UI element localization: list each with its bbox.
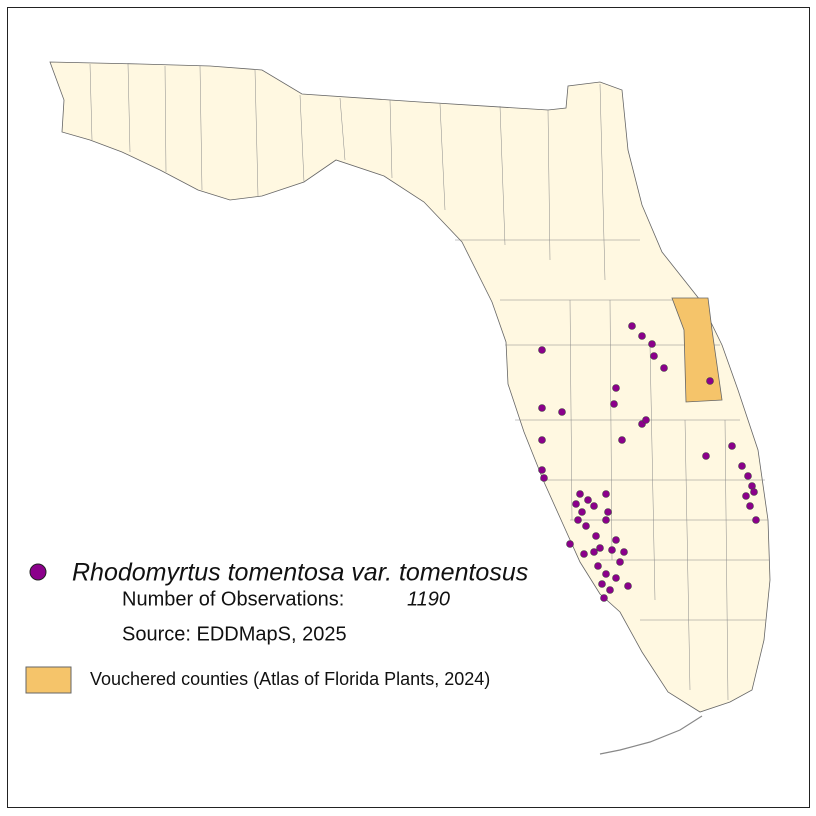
observation-point <box>576 490 584 498</box>
observation-point <box>602 490 610 498</box>
observation-point <box>572 500 580 508</box>
observation-point <box>742 492 750 500</box>
observation-points <box>538 322 760 602</box>
observation-point <box>620 548 628 556</box>
observation-point <box>616 558 624 566</box>
florida <box>49 61 771 713</box>
observation-point <box>602 570 610 578</box>
observation-point <box>590 548 598 556</box>
observation-point <box>624 582 632 590</box>
observation-point <box>618 436 626 444</box>
observation-point <box>612 384 620 392</box>
observation-point <box>584 496 592 504</box>
observation-point <box>610 400 618 408</box>
county-lines <box>89 63 770 701</box>
observation-point <box>650 352 658 360</box>
observation-point <box>706 377 714 385</box>
observation-point <box>608 546 616 554</box>
observation-point <box>606 586 614 594</box>
observation-point <box>590 502 598 510</box>
observation-point <box>538 436 546 444</box>
observation-point <box>752 516 760 524</box>
observation-point <box>594 562 602 570</box>
observation-point <box>538 466 546 474</box>
observation-point <box>580 550 588 558</box>
observation-point <box>540 474 548 482</box>
observation-point <box>612 574 620 582</box>
observation-point <box>612 536 620 544</box>
observation-point <box>604 508 612 516</box>
observation-point <box>746 502 754 510</box>
observation-point <box>566 540 574 548</box>
observation-point <box>738 462 746 470</box>
vouchered-swatch <box>25 666 72 694</box>
species-name: Rhodomyrtus tomentosa var. tomentosus <box>72 559 528 587</box>
observation-point <box>596 544 604 552</box>
observation-point <box>578 508 586 516</box>
observation-point <box>750 488 758 496</box>
vouchered-county <box>671 297 723 403</box>
observations-label: Number of Observations: <box>122 588 344 610</box>
vouchered-label: Vouchered counties (Atlas of Florida Pla… <box>90 669 490 689</box>
keys <box>599 715 703 755</box>
observation-point <box>600 594 608 602</box>
observation-point <box>744 472 752 480</box>
observation-point <box>592 532 600 540</box>
observation-point <box>602 516 610 524</box>
observation-point <box>628 322 636 330</box>
observation-point <box>642 416 650 424</box>
observation-point <box>702 452 710 460</box>
observation-point <box>558 408 566 416</box>
observation-point <box>728 442 736 450</box>
observation-point <box>598 580 606 588</box>
observations-count: 1190 <box>407 588 450 610</box>
observation-point <box>538 404 546 412</box>
species-symbol <box>29 563 47 581</box>
observation-point <box>538 346 546 354</box>
observation-point <box>638 332 646 340</box>
observation-point <box>660 364 668 372</box>
source: Source: EDDMapS, 2025 <box>122 623 347 645</box>
observation-point <box>582 522 590 530</box>
observation-point <box>648 340 656 348</box>
observation-point <box>574 516 582 524</box>
